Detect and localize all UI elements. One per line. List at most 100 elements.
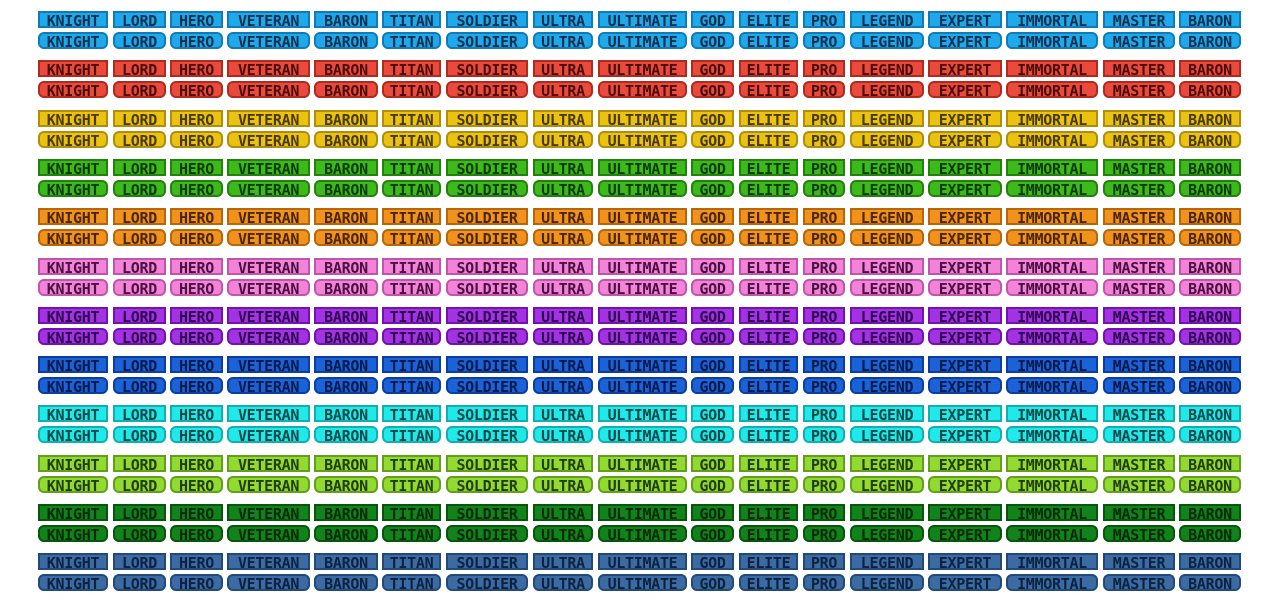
- badge-red-square-immortal: IMMORTAL: [1006, 60, 1098, 78]
- badge-blue-rounded-knight: KNIGHT: [38, 377, 108, 395]
- badge-pink-square-immortal: IMMORTAL: [1006, 257, 1098, 275]
- badge-steel-blue-rounded-elite: ELITE: [739, 574, 798, 592]
- badge-steel-blue-rounded-soldier: SOLDIER: [446, 574, 528, 592]
- badge-pink-square-master: MASTER: [1103, 257, 1175, 275]
- badge-purple-square-immortal: IMMORTAL: [1006, 306, 1098, 324]
- badge-cyan-rounded-baron: BARON: [314, 426, 378, 444]
- badge-pink-rounded-expert: EXPERT: [928, 278, 1002, 296]
- badge-lime-square-baron: BARON: [314, 454, 378, 472]
- badge-pink-rounded-legend: LEGEND: [850, 278, 924, 296]
- badge-orange-square-expert: EXPERT: [928, 208, 1002, 226]
- badge-lime-square-immortal: IMMORTAL: [1006, 454, 1098, 472]
- badge-steel-blue-rounded-expert: EXPERT: [928, 574, 1002, 592]
- badge-orange-square-immortal: IMMORTAL: [1006, 208, 1098, 226]
- badge-cyan-square-legend: LEGEND: [850, 405, 924, 423]
- badge-blue-square-baron: BARON: [1179, 356, 1241, 374]
- badge-sky-blue-square-elite: ELITE: [739, 11, 798, 28]
- badge-steel-blue-rounded-ultra: ULTRA: [533, 574, 593, 592]
- badge-green-square-lord: LORD: [113, 158, 166, 176]
- badge-steel-blue-square-veteran: VETERAN: [227, 553, 310, 571]
- badge-sky-blue-square-lord: LORD: [113, 11, 166, 28]
- badge-cyan-square-master: MASTER: [1103, 405, 1175, 423]
- badge-dark-green-square-titan: TITAN: [382, 504, 441, 521]
- badge-purple-rounded-pro: PRO: [803, 327, 845, 345]
- badge-purple-rounded-hero: HERO: [170, 327, 223, 345]
- badge-orange-square-titan: TITAN: [382, 208, 441, 226]
- badge-purple-rounded-master: MASTER: [1103, 327, 1175, 345]
- badge-yellow-rounded-pro: PRO: [803, 130, 845, 148]
- badge-pink-square-lord: LORD: [113, 257, 166, 275]
- badge-blue-rounded-legend: LEGEND: [850, 377, 924, 395]
- badge-orange-square-elite: ELITE: [739, 208, 798, 226]
- badge-red-square-soldier: SOLDIER: [446, 60, 528, 78]
- badge-blue-rounded-elite: ELITE: [739, 377, 798, 395]
- badge-cyan-square-knight: KNIGHT: [38, 405, 108, 423]
- badge-yellow-rounded-god: GOD: [691, 130, 734, 148]
- badge-purple-square-veteran: VETERAN: [227, 306, 310, 324]
- badge-orange-square-baron: BARON: [314, 208, 378, 226]
- badge-steel-blue-square-ultimate: ULTIMATE: [598, 553, 687, 571]
- badge-purple-rounded-expert: EXPERT: [928, 327, 1002, 345]
- badge-dark-green-square-baron: BARON: [314, 504, 378, 521]
- badge-pink-square-baron: BARON: [1179, 257, 1241, 275]
- badge-dark-green-rounded-titan: TITAN: [382, 525, 441, 542]
- badge-pink-rounded-god: GOD: [691, 278, 734, 296]
- badge-pink-square-elite: ELITE: [739, 257, 798, 275]
- badge-sky-blue-rounded-baron: BARON: [1179, 32, 1241, 49]
- badge-cyan-rounded-soldier: SOLDIER: [446, 426, 528, 444]
- badge-lime-square-legend: LEGEND: [850, 454, 924, 472]
- badge-pink-square-knight: KNIGHT: [38, 257, 108, 275]
- badge-sky-blue-square-titan: TITAN: [382, 11, 441, 28]
- badge-yellow-square-titan: TITAN: [382, 109, 441, 127]
- badge-yellow-square-baron: BARON: [314, 109, 378, 127]
- badge-blue-rounded-baron: BARON: [314, 377, 378, 395]
- badge-dark-green-square-lord: LORD: [113, 504, 166, 521]
- badge-lime-rounded-baron: BARON: [1179, 475, 1241, 493]
- badge-yellow-square-knight: KNIGHT: [38, 109, 108, 127]
- badge-dark-green-square-elite: ELITE: [739, 504, 798, 521]
- badge-orange-rounded-lord: LORD: [113, 229, 166, 247]
- badge-yellow-rounded-master: MASTER: [1103, 130, 1175, 148]
- badge-red-square-veteran: VETERAN: [227, 60, 310, 78]
- badge-yellow-rounded-knight: KNIGHT: [38, 130, 108, 148]
- badge-pink-square-titan: TITAN: [382, 257, 441, 275]
- badge-dark-green-square-baron: BARON: [1179, 504, 1241, 521]
- badge-pink-rounded-baron: BARON: [1179, 278, 1241, 296]
- badge-pink-square-baron: BARON: [314, 257, 378, 275]
- badge-dark-green-rounded-knight: KNIGHT: [38, 525, 108, 542]
- badge-red-rounded-baron: BARON: [1179, 81, 1241, 99]
- badge-lime-rounded-immortal: IMMORTAL: [1006, 475, 1098, 493]
- badge-cyan-rounded-hero: HERO: [170, 426, 223, 444]
- badge-lime-square-ultimate: ULTIMATE: [598, 454, 687, 472]
- badge-sky-blue-rounded-titan: TITAN: [382, 32, 441, 49]
- badge-purple-square-knight: KNIGHT: [38, 306, 108, 324]
- badge-dark-green-rounded-soldier: SOLDIER: [446, 525, 528, 542]
- badge-steel-blue-square-lord: LORD: [113, 553, 166, 571]
- badge-lime-rounded-ultimate: ULTIMATE: [598, 475, 687, 493]
- badge-dark-green-rounded-pro: PRO: [803, 525, 845, 542]
- badge-red-rounded-expert: EXPERT: [928, 81, 1002, 99]
- badge-green-rounded-soldier: SOLDIER: [446, 179, 528, 197]
- badge-cyan-rounded-pro: PRO: [803, 426, 845, 444]
- badge-red-square-titan: TITAN: [382, 60, 441, 78]
- badge-blue-rounded-soldier: SOLDIER: [446, 377, 528, 395]
- badge-red-square-god: GOD: [691, 60, 734, 78]
- badge-cyan-rounded-veteran: VETERAN: [227, 426, 310, 444]
- badge-blue-square-titan: TITAN: [382, 356, 441, 374]
- badge-sky-blue-square-god: GOD: [691, 11, 734, 28]
- badge-red-square-hero: HERO: [170, 60, 223, 78]
- badge-cyan-rounded-knight: KNIGHT: [38, 426, 108, 444]
- badge-sky-blue-rounded-hero: HERO: [170, 32, 223, 49]
- badge-red-square-lord: LORD: [113, 60, 166, 78]
- badge-steel-blue-rounded-veteran: VETERAN: [227, 574, 310, 592]
- badge-steel-blue-square-hero: HERO: [170, 553, 223, 571]
- badge-dark-green-square-master: MASTER: [1103, 504, 1175, 521]
- badge-lime-rounded-hero: HERO: [170, 475, 223, 493]
- badge-red-rounded-master: MASTER: [1103, 81, 1175, 99]
- badge-steel-blue-rounded-pro: PRO: [803, 574, 845, 592]
- badge-green-square-baron: BARON: [1179, 158, 1241, 176]
- badge-lime-rounded-expert: EXPERT: [928, 475, 1002, 493]
- badge-dark-green-rounded-ultra: ULTRA: [533, 525, 593, 542]
- badge-purple-square-baron: BARON: [1179, 306, 1241, 324]
- badge-steel-blue-rounded-master: MASTER: [1103, 574, 1175, 592]
